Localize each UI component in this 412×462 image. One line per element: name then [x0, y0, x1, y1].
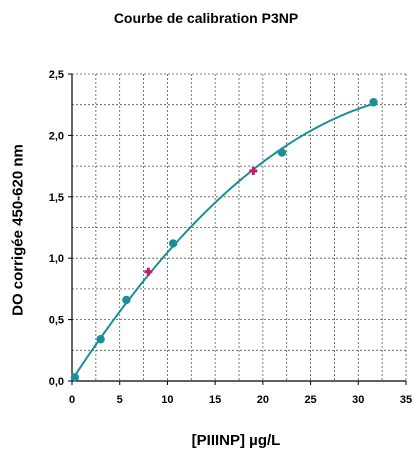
standard-point	[122, 295, 131, 305]
y-tick-label: 2,5	[49, 69, 64, 81]
y-tick-label: 2,0	[49, 130, 64, 142]
x-axis-label: [PIIINP] µg/L	[191, 432, 281, 449]
x-tick-label: 0	[69, 394, 75, 406]
standard-point	[277, 148, 287, 157]
x-tick-label: 25	[304, 394, 316, 406]
control-point	[144, 267, 153, 276]
x-tick-label: 30	[352, 394, 364, 406]
y-tick-label: 1,5	[49, 192, 64, 204]
x-tick-label: 10	[161, 394, 173, 406]
x-tick-label: 20	[257, 394, 269, 406]
standard-point	[168, 239, 178, 248]
chart-title: Courbe de calibration P3NP	[113, 10, 299, 26]
y-tick-label: 0,0	[49, 376, 64, 388]
standard-point	[369, 98, 378, 107]
x-tick-label: 5	[117, 394, 123, 406]
fit-curve	[74, 102, 374, 377]
control-point	[249, 167, 258, 176]
y-tick-label: 1,0	[49, 253, 64, 265]
standard-point	[96, 335, 105, 344]
x-tick-label: 35	[400, 394, 412, 406]
y-tick-label: 0,5	[49, 315, 64, 327]
standard-point	[70, 373, 80, 382]
x-tick-label: 15	[209, 394, 221, 406]
